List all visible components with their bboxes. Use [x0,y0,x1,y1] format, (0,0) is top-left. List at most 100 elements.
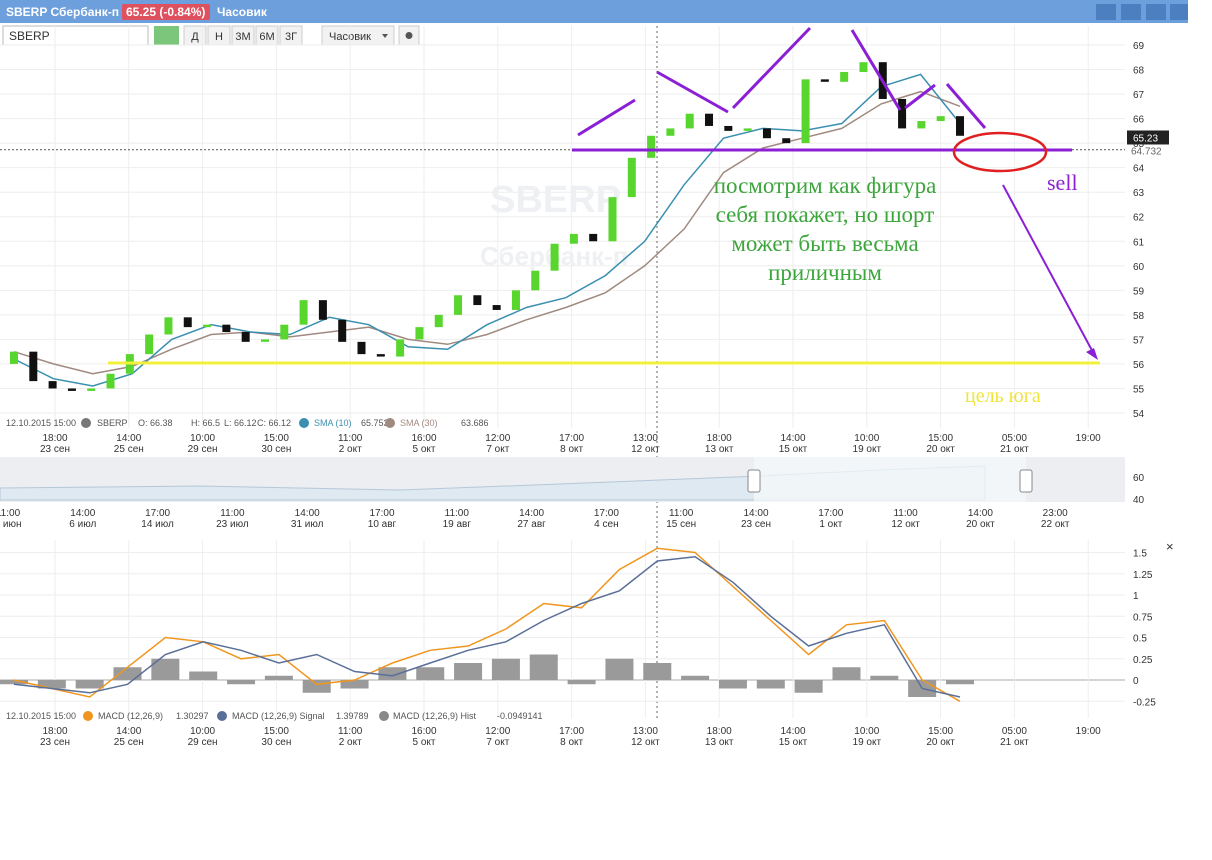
legend-swatch [83,711,93,721]
x-tick-date: 23 сен [40,444,70,455]
nav-x-label: 11:00 [0,508,21,519]
y-tick-label: 67 [1133,90,1145,101]
candle [106,373,115,389]
x-tick-date: 25 сен [114,444,144,455]
nav-x-date: 4 сен [594,519,618,530]
legend-text: C: 66.12 [257,418,291,428]
y-tick-label: 61 [1133,237,1145,248]
candle [724,125,733,131]
pattern-lines [731,26,812,110]
y-tick-label: 54 [1133,409,1145,420]
hist-bar [491,658,520,680]
sell-circle [952,131,1048,173]
nav-x-label: 11:00 [893,508,918,519]
hist-bar [264,675,293,680]
nav-x-label: 11:00 [445,508,470,519]
y-tick-label: 63 [1133,188,1145,199]
candle [801,79,810,144]
x-tick-label: 19:00 [1076,726,1101,737]
y-tick-label: 59 [1133,286,1145,297]
candle [10,351,18,364]
candle [415,327,424,340]
x-tick-date: 5 окт [413,737,436,748]
candle [647,135,656,158]
legend-text: 1.30297 [176,711,209,721]
pattern-lines [850,29,902,111]
sell-label: sell [1047,170,1078,195]
x-tick-date: 2 окт [339,444,362,455]
level-label: 64.732 [1131,147,1162,158]
candle [473,295,482,306]
hist-bar [75,680,104,689]
navigator-handle[interactable] [1019,469,1033,493]
legend-text: 63.686 [461,418,489,428]
x-tick-label: 15:00 [928,726,953,737]
close-macd[interactable]: × [1166,539,1174,554]
candle [67,388,76,391]
legend-text: SMA (30) [400,418,438,428]
x-tick-date: 20 окт [926,737,955,748]
candle [376,354,385,357]
y-tick-label: 58 [1133,311,1145,322]
annotation: приличным [768,260,882,285]
x-tick-date: 29 сен [188,444,218,455]
nav-x-label: 17:00 [818,508,843,519]
signal-line [13,556,961,698]
x-tick-label: 17:00 [559,433,584,444]
maximize-button[interactable] [1146,4,1166,20]
share-button[interactable] [1096,4,1116,20]
x-tick-label: 15:00 [264,726,289,737]
nav-x-label: 14:00 [295,508,320,519]
candle [859,62,868,72]
sell-arrow [1002,184,1096,357]
candle [743,128,752,131]
nav-x-date: 22 окт [1041,519,1070,530]
x-tick-date: 7 окт [486,444,509,455]
x-tick-label: 18:00 [707,726,732,737]
macd-chart: 1.5 1.25 1 0.75 0.5 0.25 0 -0.25 × 12.10.2015 15:… [0,539,1174,748]
x-tick-label: 12:00 [485,433,510,444]
candle [705,113,714,126]
legend-text: O: 66.38 [138,418,173,428]
nav-x-date: 15 сен [666,519,696,530]
chart-type-button[interactable] [154,26,179,45]
x-tick-date: 12 окт [631,444,660,455]
hist-bar [529,654,558,680]
x-tick-label: 10:00 [190,433,215,444]
x-tick-label: 05:00 [1002,726,1027,737]
hist-bar [454,663,483,680]
expand-button[interactable] [1121,4,1141,20]
nav-x-date: 1 окт [819,519,842,530]
x-tick-label: 13:00 [633,726,658,737]
candle [917,121,926,129]
candle [434,314,443,328]
x-tick-label: 12:00 [485,726,510,737]
candle [531,270,540,291]
x-tick-label: 10:00 [854,433,879,444]
range-label: Н [215,31,223,43]
y-tick-label: 65 [1133,139,1145,150]
y-tick-label: 0.25 [1133,655,1153,666]
x-tick-label: 13:00 [633,433,658,444]
x-tick-date: 23 сен [40,737,70,748]
nav-x-date: 14 июл [141,519,174,530]
candle [762,128,771,139]
candle [29,351,38,382]
close-button[interactable] [1170,4,1188,20]
last-price-label: 65.23 [1133,133,1158,144]
candle [260,339,269,342]
legend-text: MACD (12,26,9) Signal [232,711,325,721]
x-tick-date: 2 окт [339,737,362,748]
y-tick-label: 1.5 [1133,549,1147,560]
y-tick-label: 1 [1133,591,1139,602]
range-label: 3Г [285,31,297,43]
navigator-handle[interactable] [747,469,761,493]
price-badge-text: 65.25 (-0.84%) [126,5,205,19]
legend-swatch [299,418,309,428]
legend-text: -0.0949141 [497,711,543,721]
nav-x-label: 17:00 [594,508,619,519]
x-tick-label: 17:00 [559,726,584,737]
x-tick-label: 11:00 [338,433,363,444]
nav-x-label: 23:00 [1043,508,1068,519]
